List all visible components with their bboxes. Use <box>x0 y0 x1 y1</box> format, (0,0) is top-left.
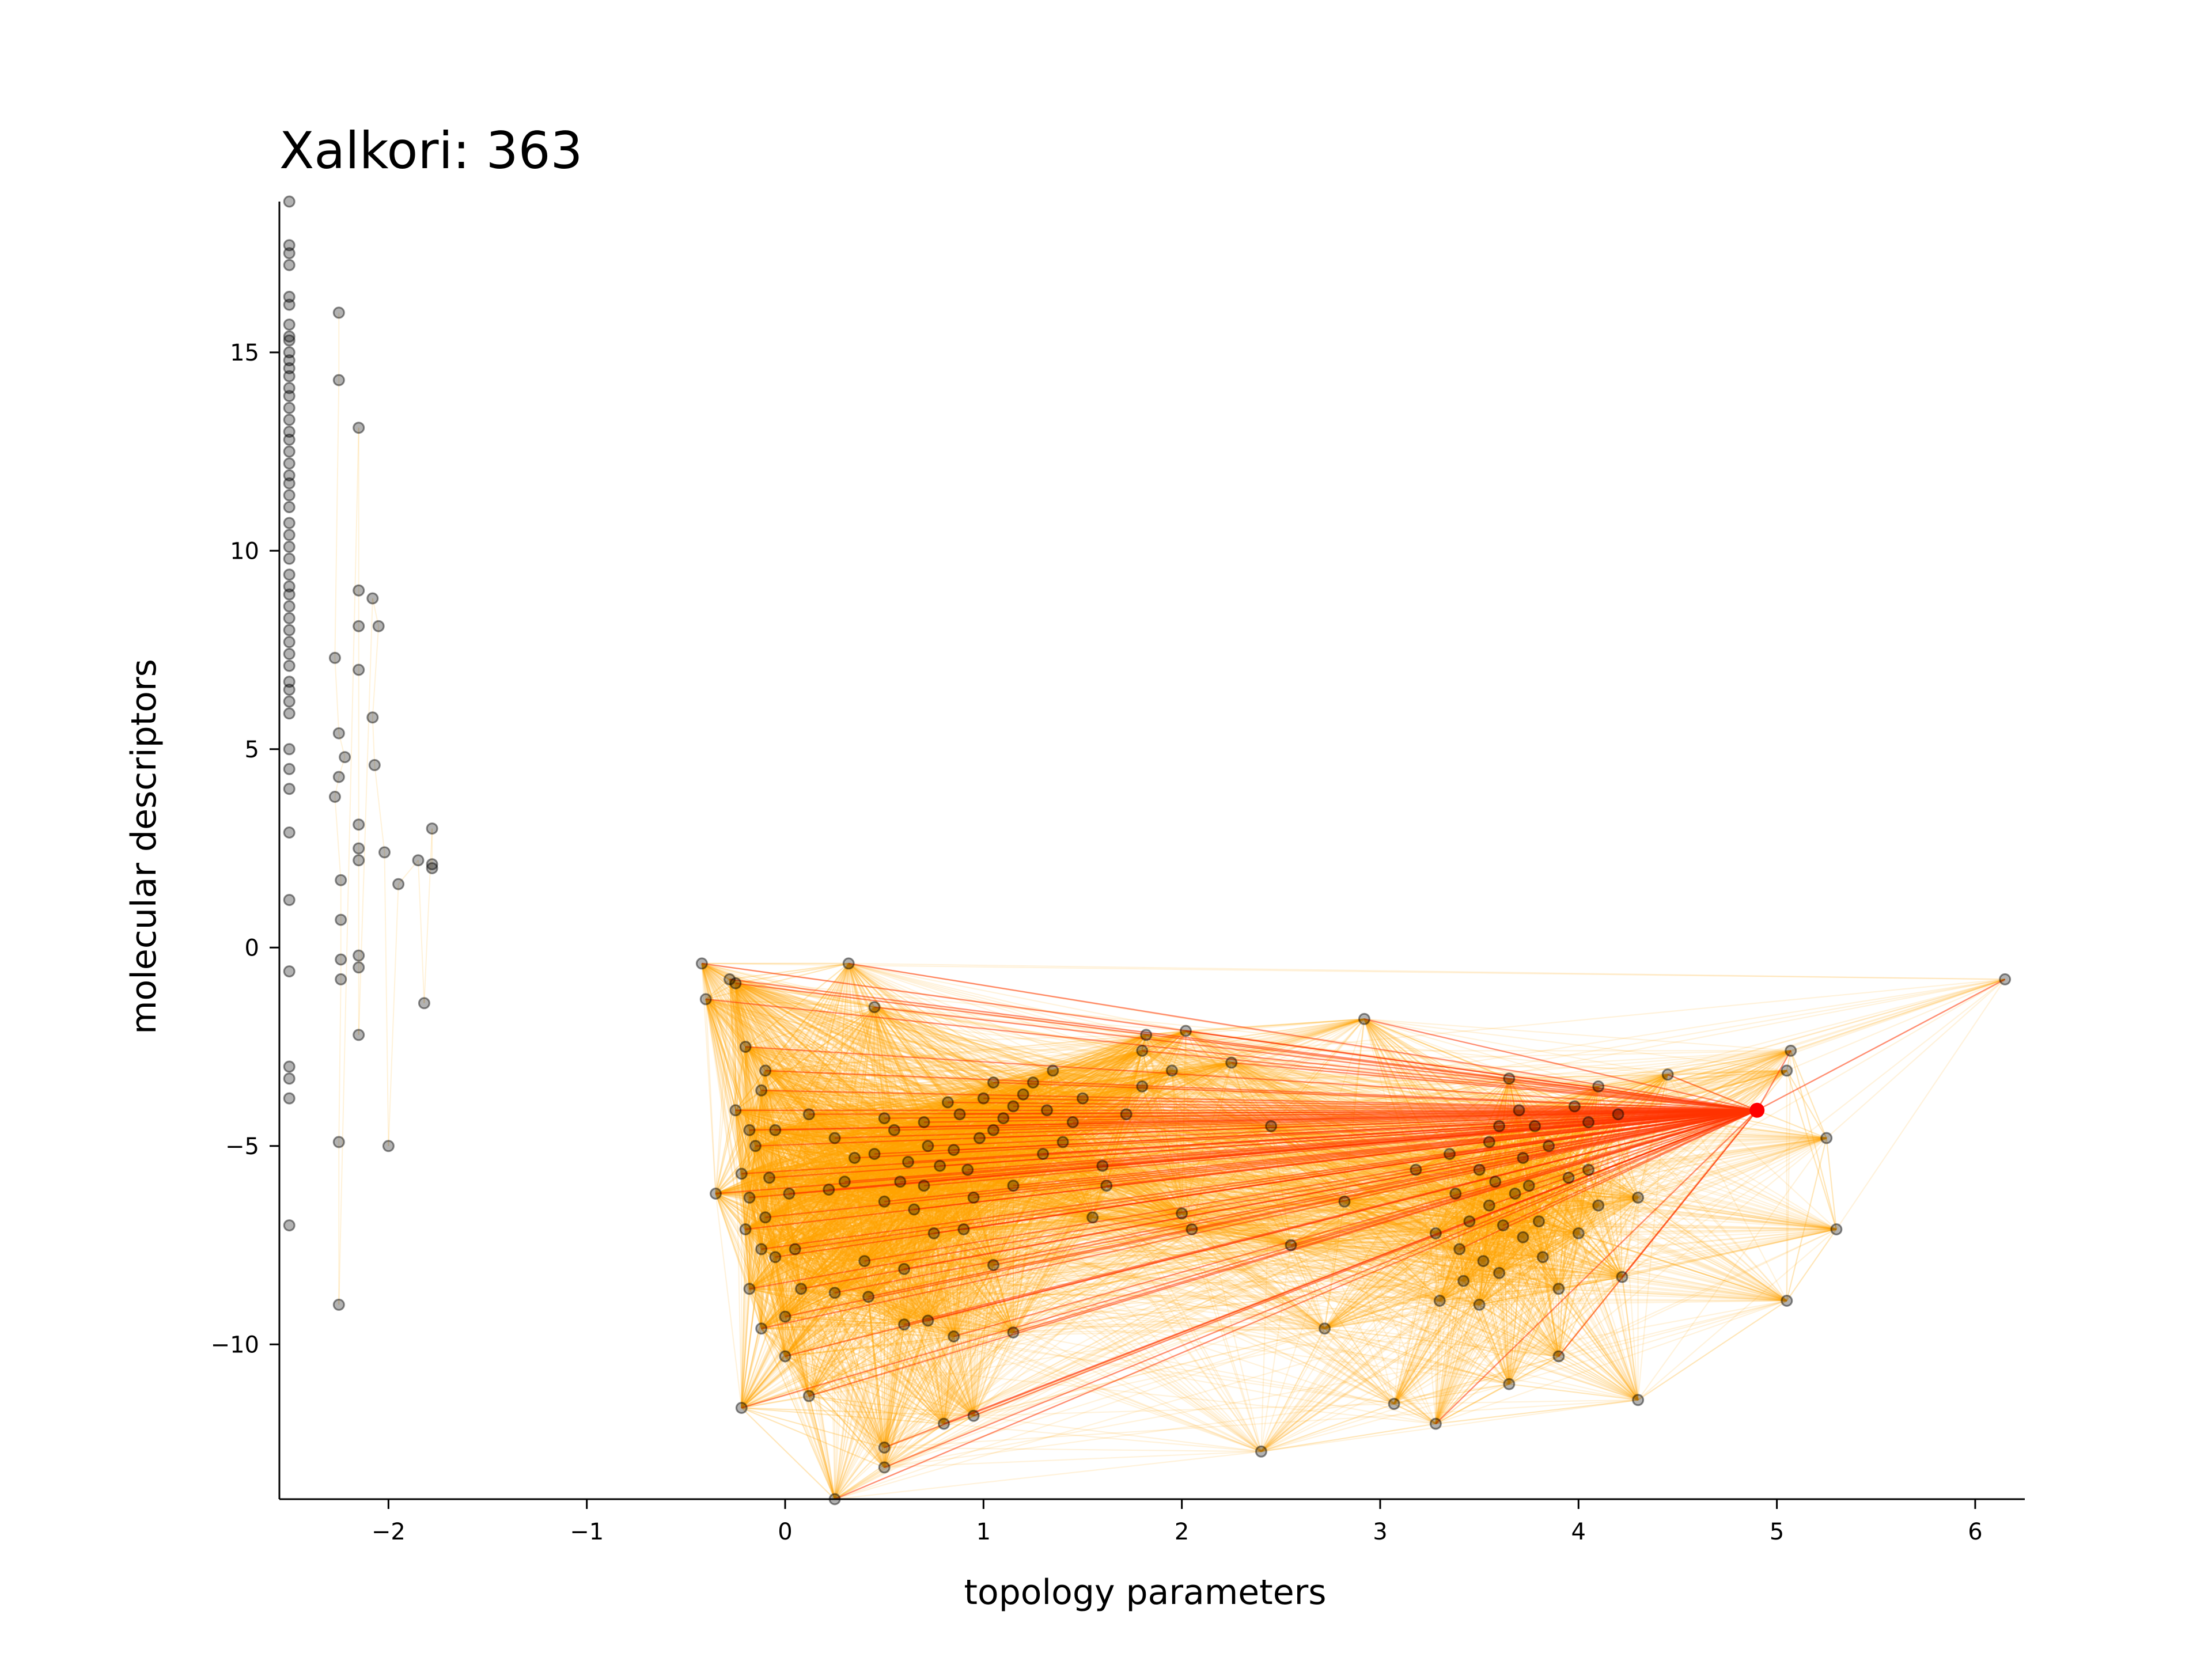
chart-background <box>0 0 2212 1659</box>
